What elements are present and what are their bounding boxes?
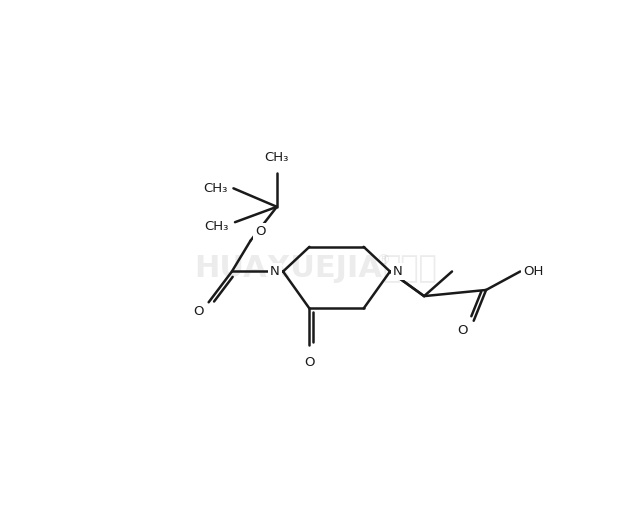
Text: OH: OH (524, 265, 543, 278)
Text: O: O (255, 224, 266, 238)
Text: CH₃: CH₃ (203, 182, 227, 195)
Text: O: O (193, 306, 204, 318)
Text: N: N (393, 265, 403, 278)
Text: CH₃: CH₃ (204, 220, 229, 233)
Text: 化学加: 化学加 (382, 254, 437, 283)
Text: ®: ® (376, 254, 390, 268)
Text: O: O (457, 324, 467, 337)
Text: N: N (270, 265, 280, 278)
Text: O: O (304, 356, 315, 369)
Text: HUAXUEJIA: HUAXUEJIA (195, 254, 383, 283)
Text: CH₃: CH₃ (265, 150, 289, 164)
